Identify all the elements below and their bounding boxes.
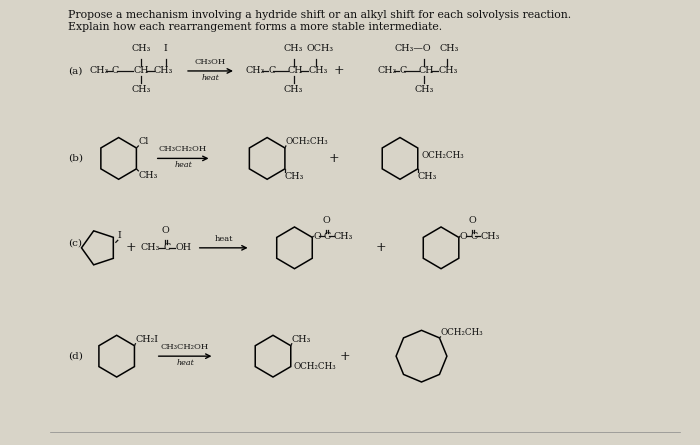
Text: (d): (d) (68, 352, 83, 360)
Text: CH₃: CH₃ (132, 85, 150, 94)
Text: Propose a mechanism involving a hydride shift or an alkyl shift for each solvoly: Propose a mechanism involving a hydride … (68, 10, 571, 20)
Text: CH₃: CH₃ (140, 243, 160, 252)
Text: CH: CH (133, 66, 149, 76)
Text: OCH₂CH₃: OCH₂CH₃ (293, 362, 336, 371)
Text: CH₃OH: CH₃OH (195, 58, 226, 66)
Text: OCH₂CH₃: OCH₂CH₃ (421, 151, 464, 160)
Text: +: + (126, 241, 136, 255)
Text: CH₃CH₂OH: CH₃CH₂OH (161, 343, 209, 351)
Text: C: C (470, 232, 478, 241)
Text: CH₃: CH₃ (154, 66, 173, 76)
Text: (c): (c) (68, 239, 82, 247)
Text: CH₃: CH₃ (418, 172, 437, 181)
Text: heat: heat (214, 235, 233, 243)
Text: CH₃: CH₃ (132, 44, 150, 53)
Text: CH₃: CH₃ (284, 85, 303, 94)
Text: CH₃: CH₃ (246, 66, 265, 76)
Text: OCH₃: OCH₃ (307, 44, 333, 53)
Text: CH₃: CH₃ (414, 85, 434, 94)
Text: CH₃: CH₃ (480, 232, 500, 241)
Text: O: O (468, 216, 477, 226)
Text: CH₂I: CH₂I (135, 335, 158, 344)
Text: O: O (322, 216, 330, 226)
Text: CH₃: CH₃ (377, 66, 397, 76)
Text: Cl: Cl (139, 137, 148, 146)
Text: +: + (328, 152, 339, 165)
Text: CH₃: CH₃ (285, 172, 304, 181)
Text: CH₃: CH₃ (308, 66, 328, 76)
Text: OCH₂CH₃: OCH₂CH₃ (286, 137, 328, 146)
Text: I: I (118, 231, 122, 240)
Text: heat: heat (176, 359, 194, 367)
Text: +: + (340, 350, 351, 363)
Text: (a): (a) (68, 66, 82, 76)
Text: +: + (375, 241, 386, 255)
Text: CH₃: CH₃ (284, 44, 303, 53)
Text: CH: CH (419, 66, 434, 76)
Text: O: O (313, 232, 321, 241)
Text: CH₃: CH₃ (334, 232, 353, 241)
Text: CH₃—O: CH₃—O (394, 44, 431, 53)
Text: C: C (164, 243, 171, 252)
Text: O: O (460, 232, 468, 241)
Text: CH₃: CH₃ (139, 171, 158, 180)
Text: CH₃CH₂OH: CH₃CH₂OH (159, 146, 207, 154)
Text: C: C (268, 66, 275, 76)
Text: heat: heat (174, 162, 192, 170)
Text: OH: OH (175, 243, 191, 252)
Text: C: C (324, 232, 331, 241)
Text: OCH₂CH₃: OCH₂CH₃ (440, 328, 483, 337)
Text: CH₃: CH₃ (292, 335, 311, 344)
Text: (b): (b) (68, 154, 83, 163)
Text: CH₃: CH₃ (439, 44, 458, 53)
Text: C: C (399, 66, 406, 76)
Text: CH₃: CH₃ (90, 66, 108, 76)
Text: CH₃: CH₃ (438, 66, 458, 76)
Text: C: C (112, 66, 119, 76)
Text: heat: heat (202, 74, 219, 82)
Text: +: + (333, 65, 344, 77)
Text: Explain how each rearrangement forms a more stable intermediate.: Explain how each rearrangement forms a m… (68, 22, 442, 32)
Text: I: I (164, 44, 167, 53)
Text: O: O (162, 226, 169, 235)
Text: CH: CH (288, 66, 303, 76)
